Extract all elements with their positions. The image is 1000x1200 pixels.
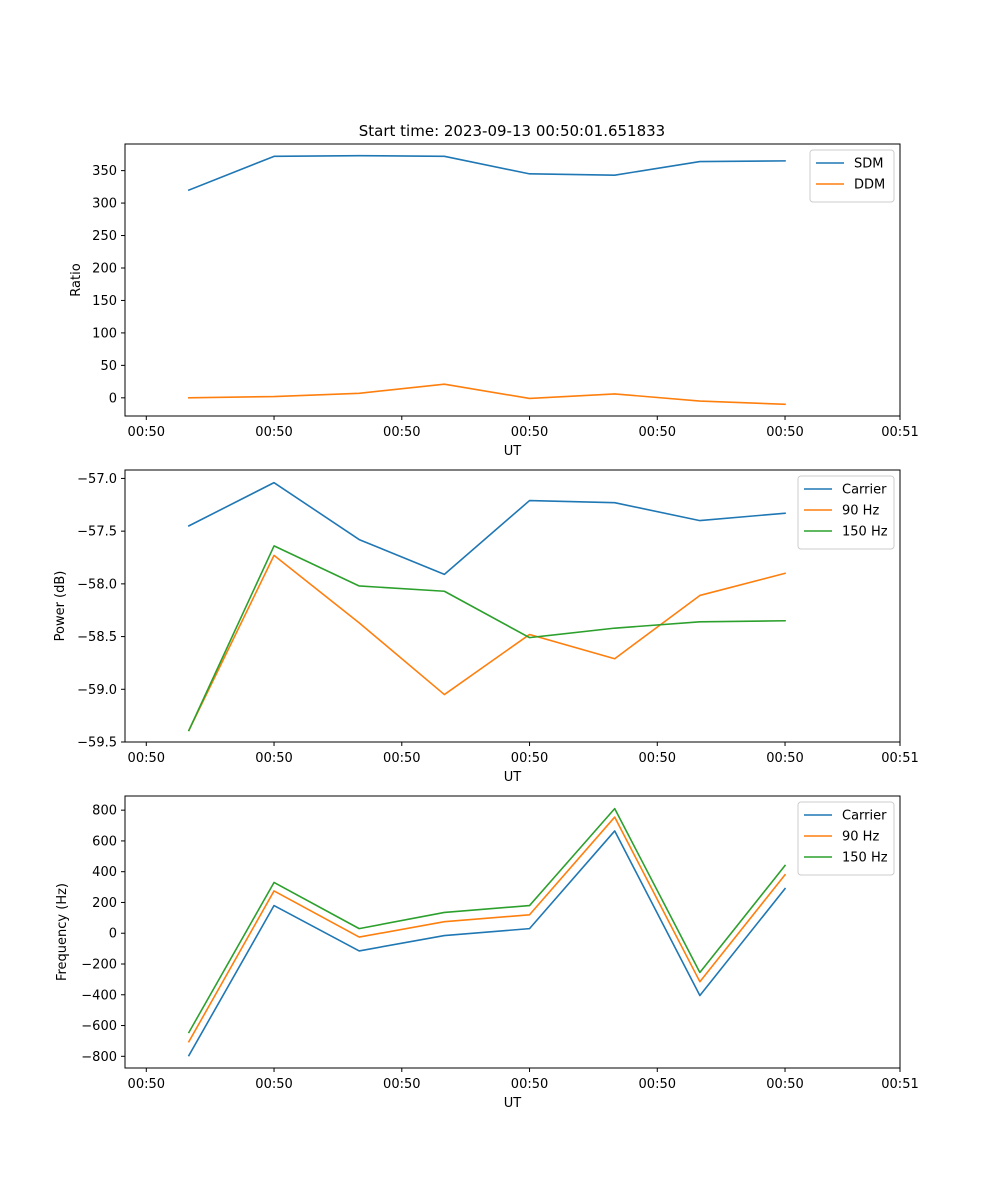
ratio-x-tick-label: 00:50 (383, 425, 420, 440)
ratio-series-ddm-line (188, 383, 786, 406)
power-x-tick-label: 00:51 (881, 751, 918, 766)
frequency-y-tick-label: −400 (81, 988, 117, 1003)
power-x-tick-label: 00:50 (128, 751, 165, 766)
frequency-y-tick-label: 600 (92, 834, 117, 849)
frequency-y-tick-label: 400 (92, 865, 117, 880)
power-legend-label: 90 Hz (842, 504, 879, 519)
power-y-tick-label: −58.0 (77, 577, 117, 592)
power-series-150-hz-line (187, 545, 786, 732)
power-x-tick-label: 00:50 (639, 751, 676, 766)
ratio-y-tick-label: 250 (92, 229, 117, 244)
frequency-x-axis-label: UT (504, 1096, 522, 1111)
power-y-tick-label: −57.5 (77, 525, 117, 540)
frequency-x-tick-label: 00:50 (639, 1077, 676, 1092)
power-y-tick-label: −59.5 (77, 736, 117, 751)
figure-title: Start time: 2023-09-13 00:50:01.651833 (359, 122, 665, 140)
ratio-x-tick-label: 00:50 (255, 425, 292, 440)
ratio-x-tick-label: 00:50 (766, 425, 803, 440)
ratio-y-tick-label: 0 (109, 391, 117, 406)
frequency-y-tick-label: 0 (109, 927, 117, 942)
frequency-x-tick-label: 00:50 (128, 1077, 165, 1092)
frequency-x-tick-label: 00:50 (766, 1077, 803, 1092)
frequency-panel: 00:50 00:50 00:50 00:50 00:50 00:50 00:51 −800 −… (55, 795, 919, 1111)
frequency-legend-label: 90 Hz (842, 830, 879, 845)
ratio-y-axis-label: Ratio (69, 263, 84, 296)
frequency-y-tick-label: −600 (81, 1019, 117, 1034)
ratio-y-tick-label: 150 (92, 294, 117, 309)
ratio-x-tick-label: 00:50 (128, 425, 165, 440)
frequency-series-90-hz-line (187, 816, 787, 1043)
power-y-tick-label: −58.5 (77, 630, 117, 645)
frequency-axes-frame (124, 795, 901, 1069)
frequency-x-tick-label: 00:50 (511, 1077, 548, 1092)
ratio-panel: 00:50 00:50 00:50 00:50 00:50 00:50 00:51 0 50 10… (69, 143, 919, 459)
frequency-legend-label: 150 Hz (842, 851, 888, 866)
power-y-tick-label: −59.0 (77, 683, 117, 698)
ratio-axes-frame (124, 143, 901, 417)
frequency-y-tick-label: −800 (81, 1050, 117, 1065)
frequency-y-axis-label: Frequency (Hz) (55, 883, 70, 981)
ratio-x-tick-label: 00:50 (639, 425, 676, 440)
frequency-legend-label: Carrier (842, 809, 887, 824)
ratio-y-tick-label: 300 (92, 197, 117, 212)
frequency-x-tick-label: 00:50 (255, 1077, 292, 1092)
frequency-series-carrier-line (187, 830, 787, 1057)
power-y-axis-label: Power (dB) (53, 571, 68, 642)
ratio-x-axis-label: UT (504, 444, 522, 459)
ratio-y-tick-label: 50 (100, 359, 117, 374)
ratio-series-sdm-line (187, 154, 786, 192)
power-x-tick-label: 00:50 (255, 751, 292, 766)
frequency-y-tick-label: 200 (92, 896, 117, 911)
ratio-legend-label: DDM (854, 178, 885, 193)
frequency-legend: Carrier 90 Hz 150 Hz (797, 801, 895, 876)
ratio-y-tick-label: 350 (92, 164, 117, 179)
power-legend: Carrier 90 Hz 150 Hz (797, 475, 895, 550)
ratio-x-tick-label: 00:50 (511, 425, 548, 440)
frequency-series-150-hz-line (187, 807, 787, 1034)
frequency-x-tick-label: 00:51 (881, 1077, 918, 1092)
power-x-tick-label: 00:50 (766, 751, 803, 766)
ratio-legend: SDM DDM (809, 149, 895, 203)
power-legend-label: 150 Hz (842, 525, 888, 540)
ratio-legend-label: SDM (854, 157, 883, 172)
power-legend-label: Carrier (842, 483, 887, 498)
power-series-carrier-line (187, 481, 786, 576)
power-x-tick-label: 00:50 (511, 751, 548, 766)
frequency-y-tick-label: 800 (92, 804, 117, 819)
frequency-y-tick-label: −200 (81, 958, 117, 973)
ratio-x-tick-label: 00:51 (881, 425, 918, 440)
power-axes-frame (124, 469, 901, 743)
power-x-axis-label: UT (504, 770, 522, 785)
power-x-tick-label: 00:50 (383, 751, 420, 766)
power-panel: 00:50 00:50 00:50 00:50 00:50 00:50 00:51 −59.5… (53, 469, 919, 785)
power-y-tick-label: −57.0 (77, 472, 117, 487)
ratio-y-tick-label: 100 (92, 326, 117, 341)
power-series-90-hz-line (187, 554, 787, 732)
ratio-y-tick-label: 200 (92, 261, 117, 276)
frequency-x-tick-label: 00:50 (383, 1077, 420, 1092)
